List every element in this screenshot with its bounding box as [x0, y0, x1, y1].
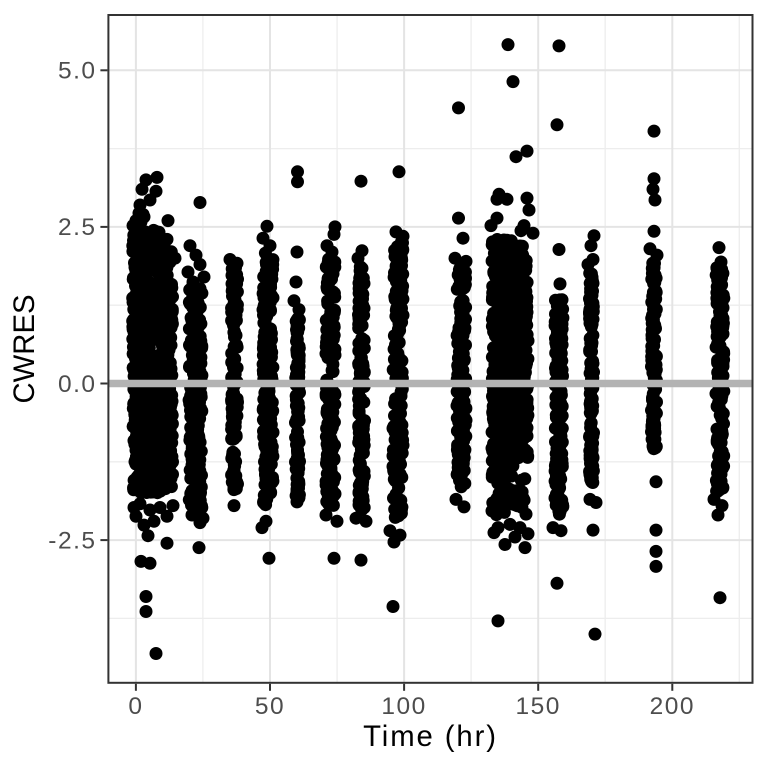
svg-text:100: 100	[381, 693, 426, 720]
svg-text:0.0: 0.0	[58, 371, 97, 398]
svg-text:-2.5: -2.5	[48, 527, 96, 554]
svg-text:Time (hr): Time (hr)	[363, 720, 498, 753]
svg-text:150: 150	[516, 693, 561, 720]
svg-text:CWRES: CWRES	[8, 294, 41, 403]
svg-text:0: 0	[128, 693, 143, 720]
svg-text:2.5: 2.5	[58, 214, 97, 241]
svg-text:5.0: 5.0	[58, 58, 97, 85]
svg-text:200: 200	[650, 693, 695, 720]
svg-text:50: 50	[255, 693, 285, 720]
